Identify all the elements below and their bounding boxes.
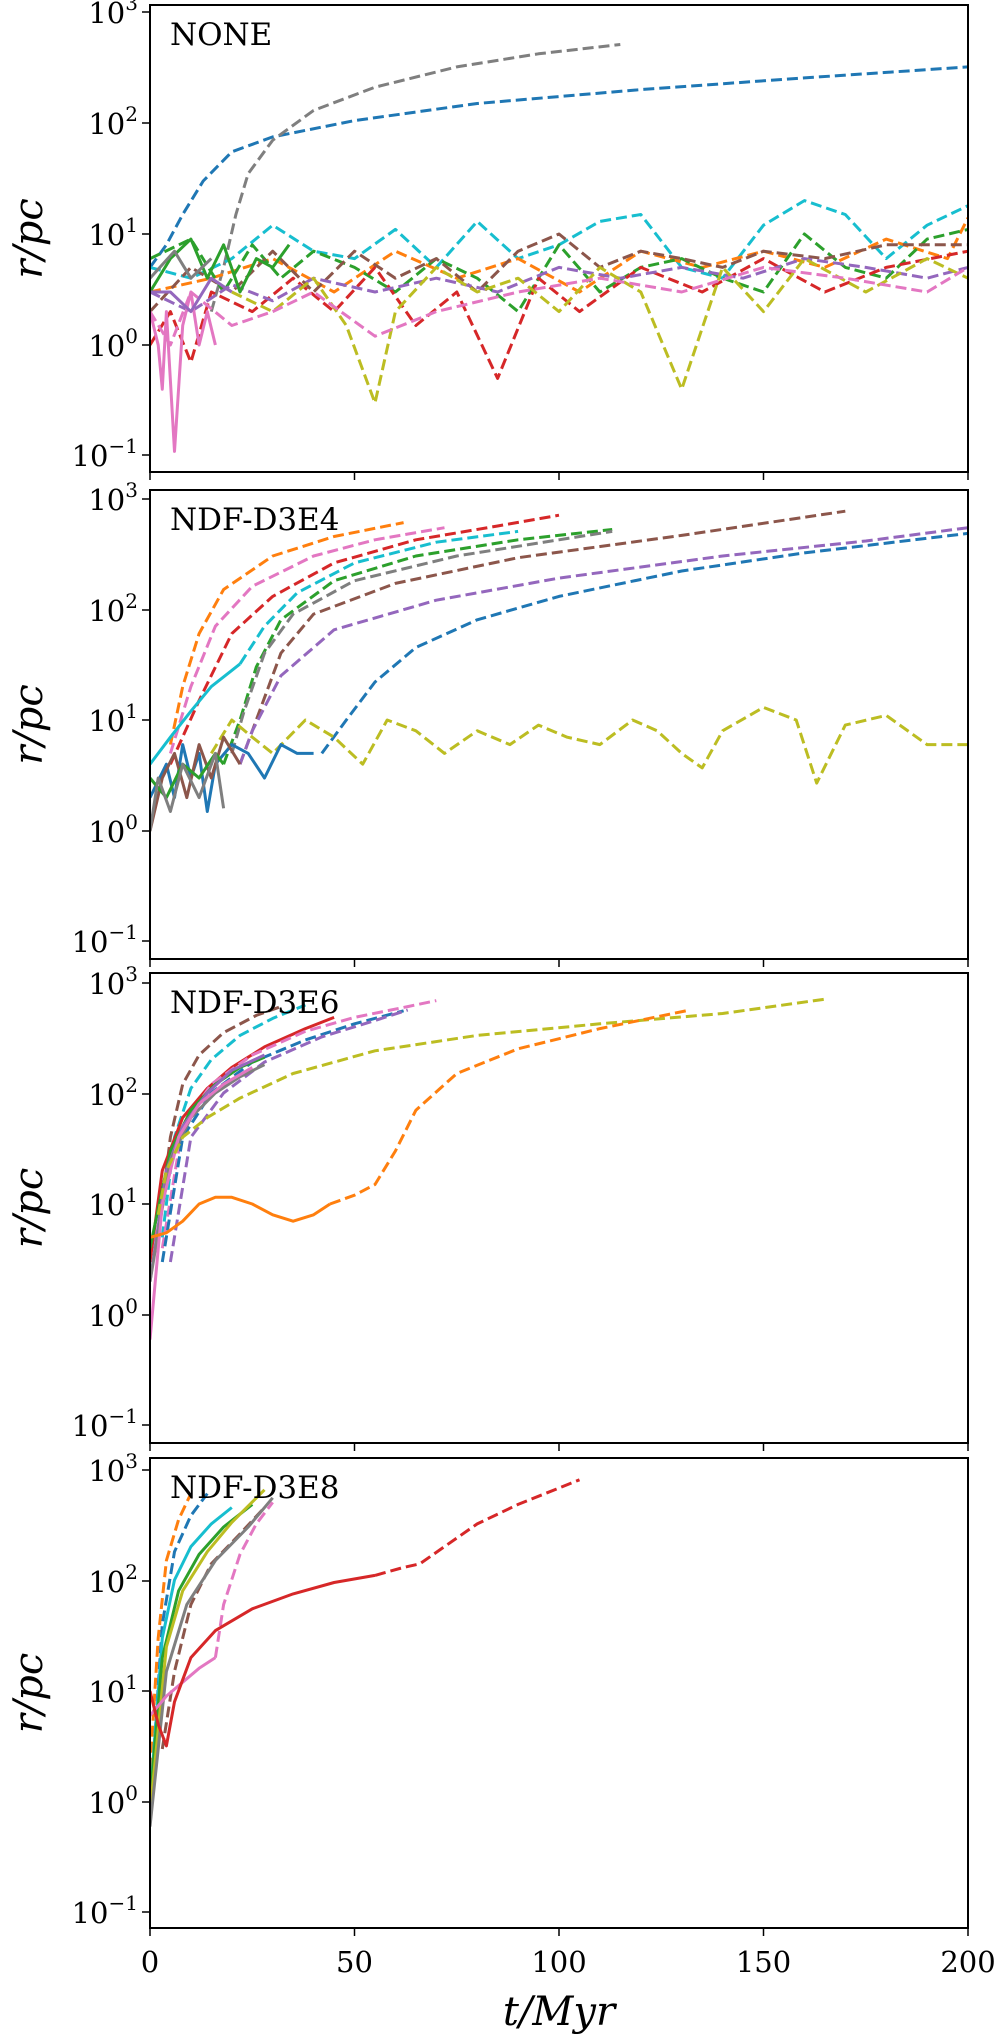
panel-1-y-axis-title: r/pc xyxy=(6,684,52,765)
panel-2-series-5 xyxy=(168,1008,409,1263)
panel-3-series-0 xyxy=(150,1492,193,1769)
panel-2: NDF-D3E6 xyxy=(149,972,969,1444)
panel-2-series-0 xyxy=(156,1005,282,1238)
panel-3-ytick-label-4: 103 xyxy=(88,1449,138,1488)
panel-2-ytick-label-4: 103 xyxy=(88,962,138,1001)
xtick-label-1: 50 xyxy=(336,1945,373,1979)
panel-3-ytick-label-0: 10−1 xyxy=(72,1891,138,1930)
panel-1-series-7 xyxy=(238,509,846,765)
panel-3-series-3 xyxy=(150,1503,254,1803)
panel-0-label: NONE xyxy=(170,17,272,53)
panel-0-ytick-label-2: 101 xyxy=(88,213,138,252)
panel-2-label: NDF-D3E6 xyxy=(170,985,340,1021)
panel-2-ytick-label-0: 10−1 xyxy=(72,1404,138,1443)
panel-1-series-0 xyxy=(168,521,404,745)
panel-2-ytick-label-3: 102 xyxy=(88,1073,138,1112)
panel-3-series-10 xyxy=(374,1478,581,1577)
panel-0-series-9 xyxy=(150,265,968,347)
panel-0-series-12 xyxy=(150,276,233,314)
panel-2-ytick-label-1: 100 xyxy=(88,1294,138,1333)
panel-0-y-axis-title: r/pc xyxy=(6,198,52,279)
panel-1-series-3 xyxy=(150,662,241,766)
panel-1-ytick-label-2: 101 xyxy=(88,699,138,738)
x-axis-title: t/Myr xyxy=(503,1989,618,2035)
panel-1-series-5 xyxy=(222,528,613,765)
panel-1: NDF-D3E4 xyxy=(149,489,969,960)
panel-0-series-7 xyxy=(150,257,968,314)
panel-0-series-1 xyxy=(209,43,621,313)
xtick-label-0: 0 xyxy=(141,1945,159,1979)
panel-2-series-3 xyxy=(160,999,437,1249)
panel-2-ytick-label-2: 101 xyxy=(88,1183,138,1222)
panel-0-ytick-label-1: 100 xyxy=(88,324,138,363)
panel-0-series-0 xyxy=(150,65,968,269)
panel-3-series-7 xyxy=(213,1501,274,1658)
panel-1-series-1 xyxy=(168,526,445,754)
panel-3-y-axis-title: r/pc xyxy=(6,1653,52,1734)
panel-3-frame xyxy=(149,1457,969,1929)
xtick-label-3: 150 xyxy=(736,1945,791,1979)
panel-3-label: NDF-D3E8 xyxy=(170,1470,340,1506)
panel-0-series-11 xyxy=(150,290,217,453)
panel-2-series-11 xyxy=(150,1195,331,1239)
ticks: 10−1 100 101 102 103 r/pc 10−1 100 101 102 103 r/pc… xyxy=(6,0,996,1979)
panel-1-series-2 xyxy=(169,513,560,765)
panel-0: NONE xyxy=(149,4,969,473)
panel-2-series-10 xyxy=(156,997,826,1216)
panel-0-ytick-label-0: 10−1 xyxy=(72,434,138,473)
panel-3-ytick-label-3: 102 xyxy=(88,1560,138,1599)
panel-3-ytick-label-1: 100 xyxy=(88,1781,138,1820)
panel-0-series-5 xyxy=(150,249,968,380)
panel-1-series-9 xyxy=(320,531,968,755)
panel-1-series-4 xyxy=(238,529,519,665)
panel-2-y-axis-title: r/pc xyxy=(6,1168,52,1249)
panel-2-series-4 xyxy=(160,1009,404,1263)
panel-3-series-9 xyxy=(150,1573,376,1748)
panel-1-ytick-label-0: 10−1 xyxy=(72,920,138,959)
panel-3-series-4 xyxy=(150,1488,266,1813)
panel-0-series-10 xyxy=(150,237,291,294)
panel-1-ytick-label-1: 100 xyxy=(88,810,138,849)
panel-3: NDF-D3E8 xyxy=(149,1457,969,1929)
panel-1-ytick-label-3: 102 xyxy=(88,589,138,628)
panel-1-label: NDF-D3E4 xyxy=(170,502,340,538)
panel-0-series-13 xyxy=(150,249,213,280)
panel-0-ytick-label-3: 102 xyxy=(88,102,138,141)
xtick-label-2: 100 xyxy=(531,1945,586,1979)
panel-2-series-9 xyxy=(150,1066,254,1340)
panel-2-series-12 xyxy=(329,1008,691,1206)
panel-1-series-10 xyxy=(210,705,968,785)
panel-0-series-8 xyxy=(231,257,968,405)
panel-1-series-14 xyxy=(150,751,226,832)
panel-3-ytick-label-2: 101 xyxy=(88,1670,138,1709)
xtick-label-4: 200 xyxy=(940,1945,995,1979)
panel-0-series-6 xyxy=(150,232,968,313)
panel-1-ytick-label-4: 103 xyxy=(88,478,138,517)
panel-1-series-6 xyxy=(230,529,613,754)
panel-0-ytick-label-4: 103 xyxy=(88,0,138,30)
panel-1-series-8 xyxy=(238,526,968,765)
